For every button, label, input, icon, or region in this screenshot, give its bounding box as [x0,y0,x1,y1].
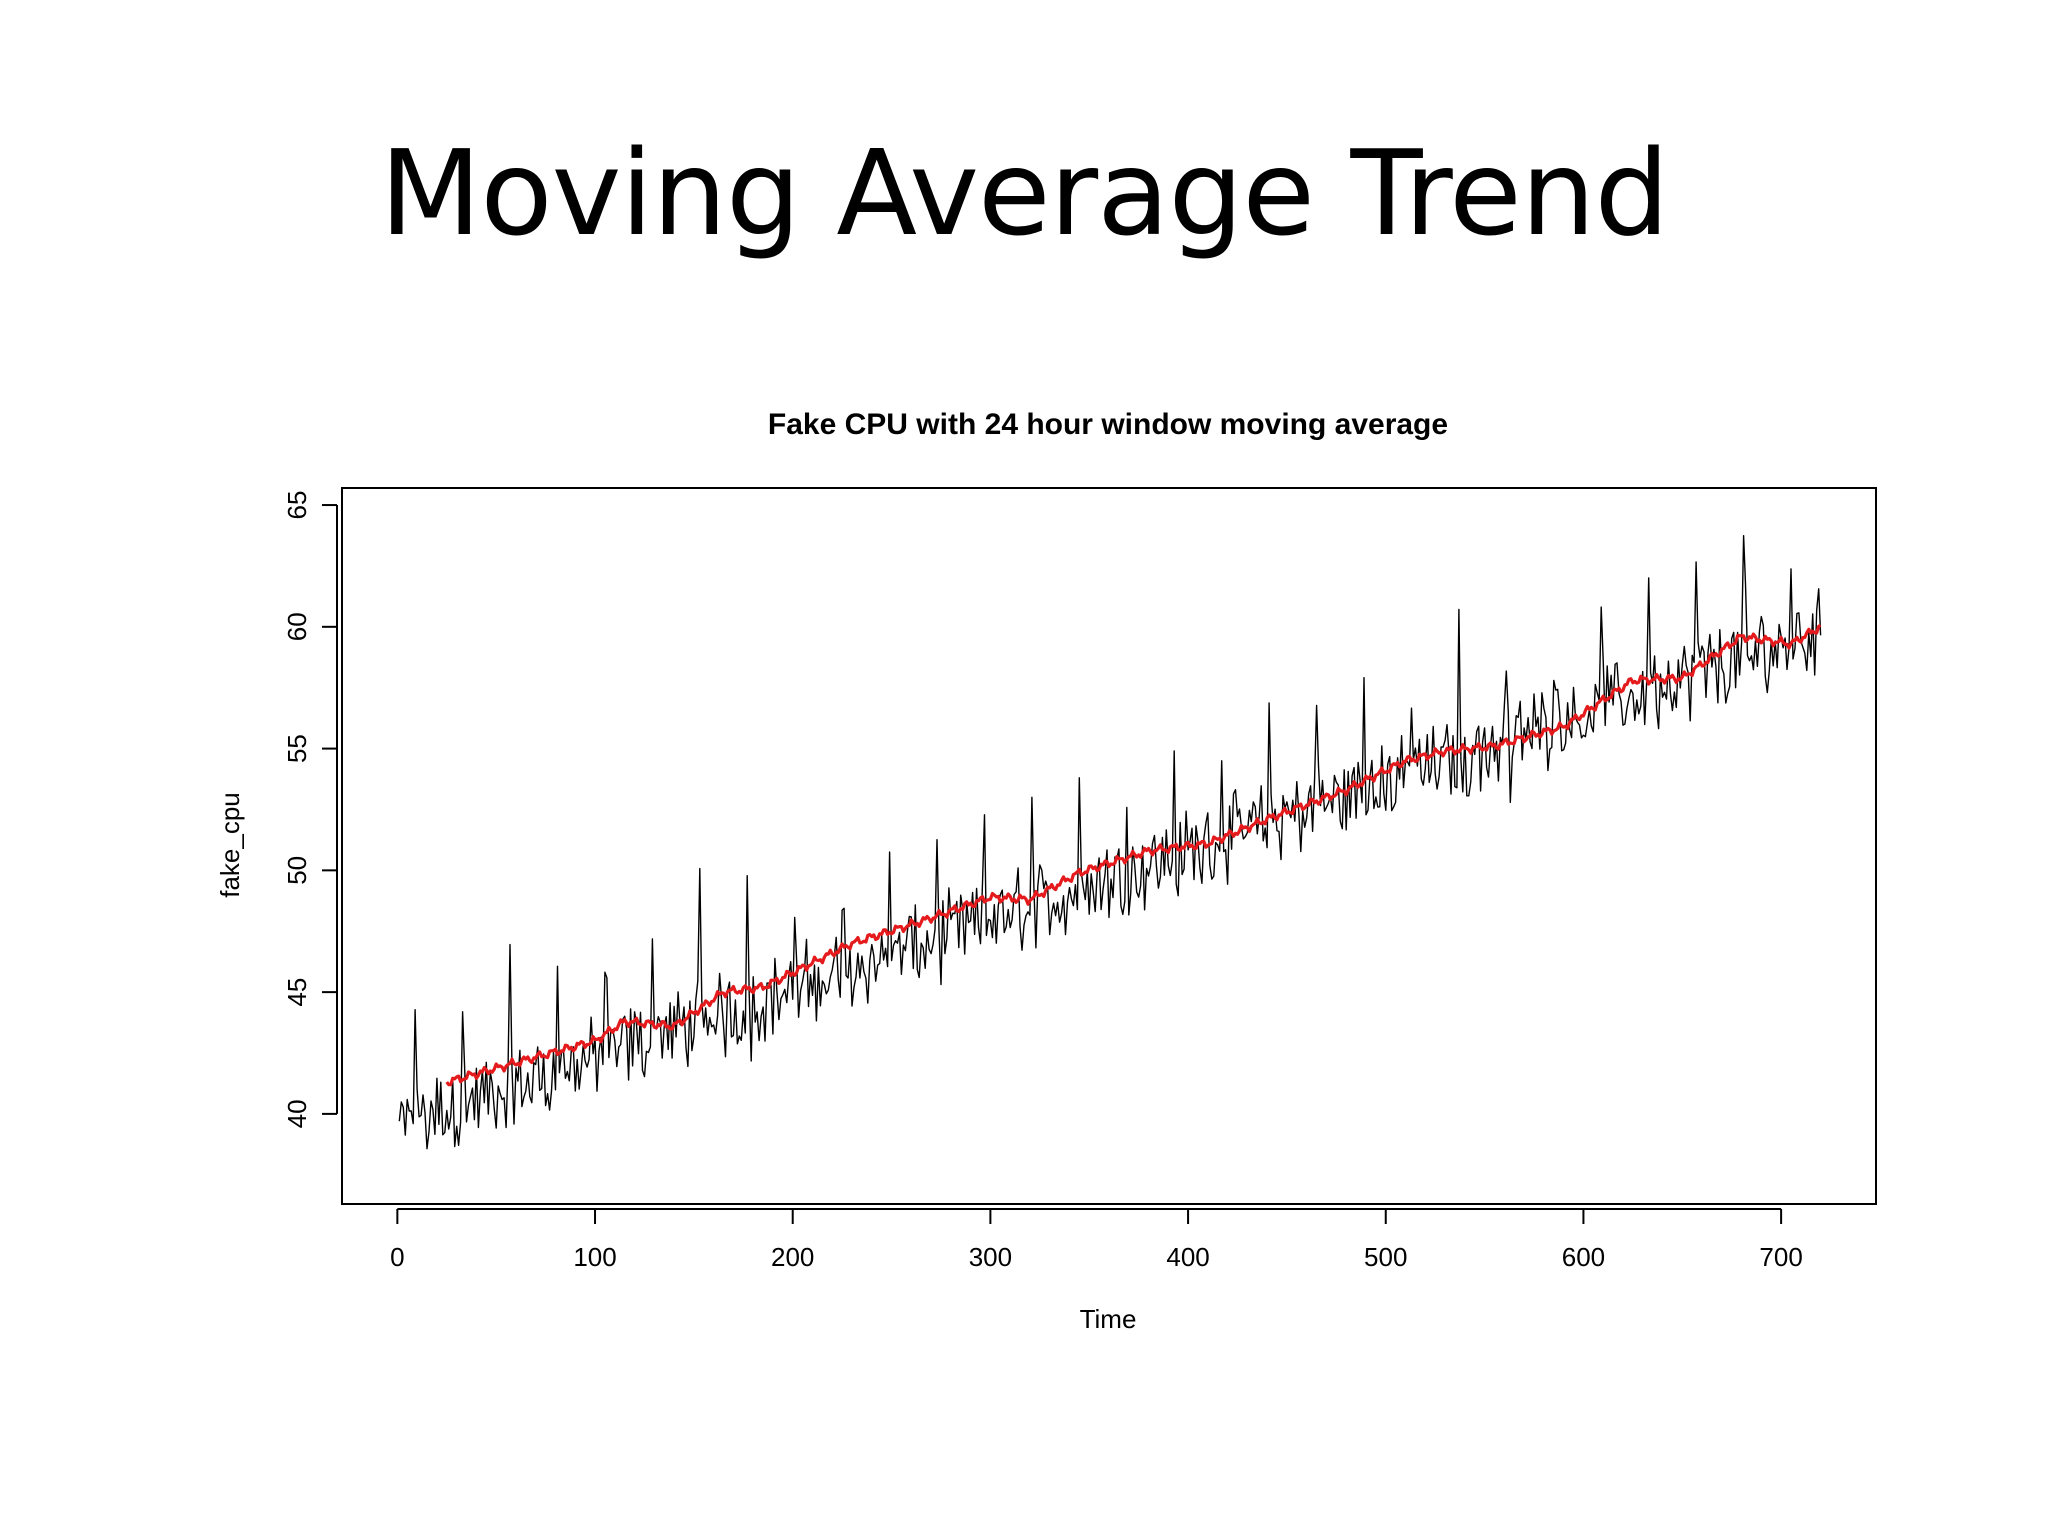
x-axis-label: Time [1080,1304,1137,1334]
y-tick-label-50: 50 [282,856,312,885]
x-tick-label-400: 400 [1166,1242,1209,1272]
x-tick-label-200: 200 [771,1242,814,1272]
plot-area [342,488,1876,1204]
y-tick-label-60: 60 [282,612,312,641]
y-tick-label-45: 45 [282,978,312,1007]
y-tick-label-65: 65 [282,491,312,520]
plot-frame [342,488,1876,1204]
y-tick-label-55: 55 [282,734,312,763]
y-axis-label: fake_cpu [215,792,245,898]
x-axis: 0 100 200 300 400 500 600 700 [390,1209,1803,1272]
y-axis: 40 45 50 55 60 65 [282,491,337,1129]
series-line-fake-cpu [399,536,1820,1149]
x-tick-label-700: 700 [1759,1242,1802,1272]
x-tick-label-500: 500 [1364,1242,1407,1272]
y-tick-label-40: 40 [282,1099,312,1128]
fake-cpu-chart: Fake CPU with 24 hour window moving aver… [0,0,2048,1536]
x-tick-label-600: 600 [1562,1242,1605,1272]
series-layer [399,536,1820,1149]
x-tick-label-100: 100 [573,1242,616,1272]
x-tick-label-300: 300 [969,1242,1012,1272]
chart-title: Fake CPU with 24 hour window moving aver… [768,408,1448,441]
x-tick-label-0: 0 [390,1242,404,1272]
series-line-moving-average [447,625,1821,1084]
